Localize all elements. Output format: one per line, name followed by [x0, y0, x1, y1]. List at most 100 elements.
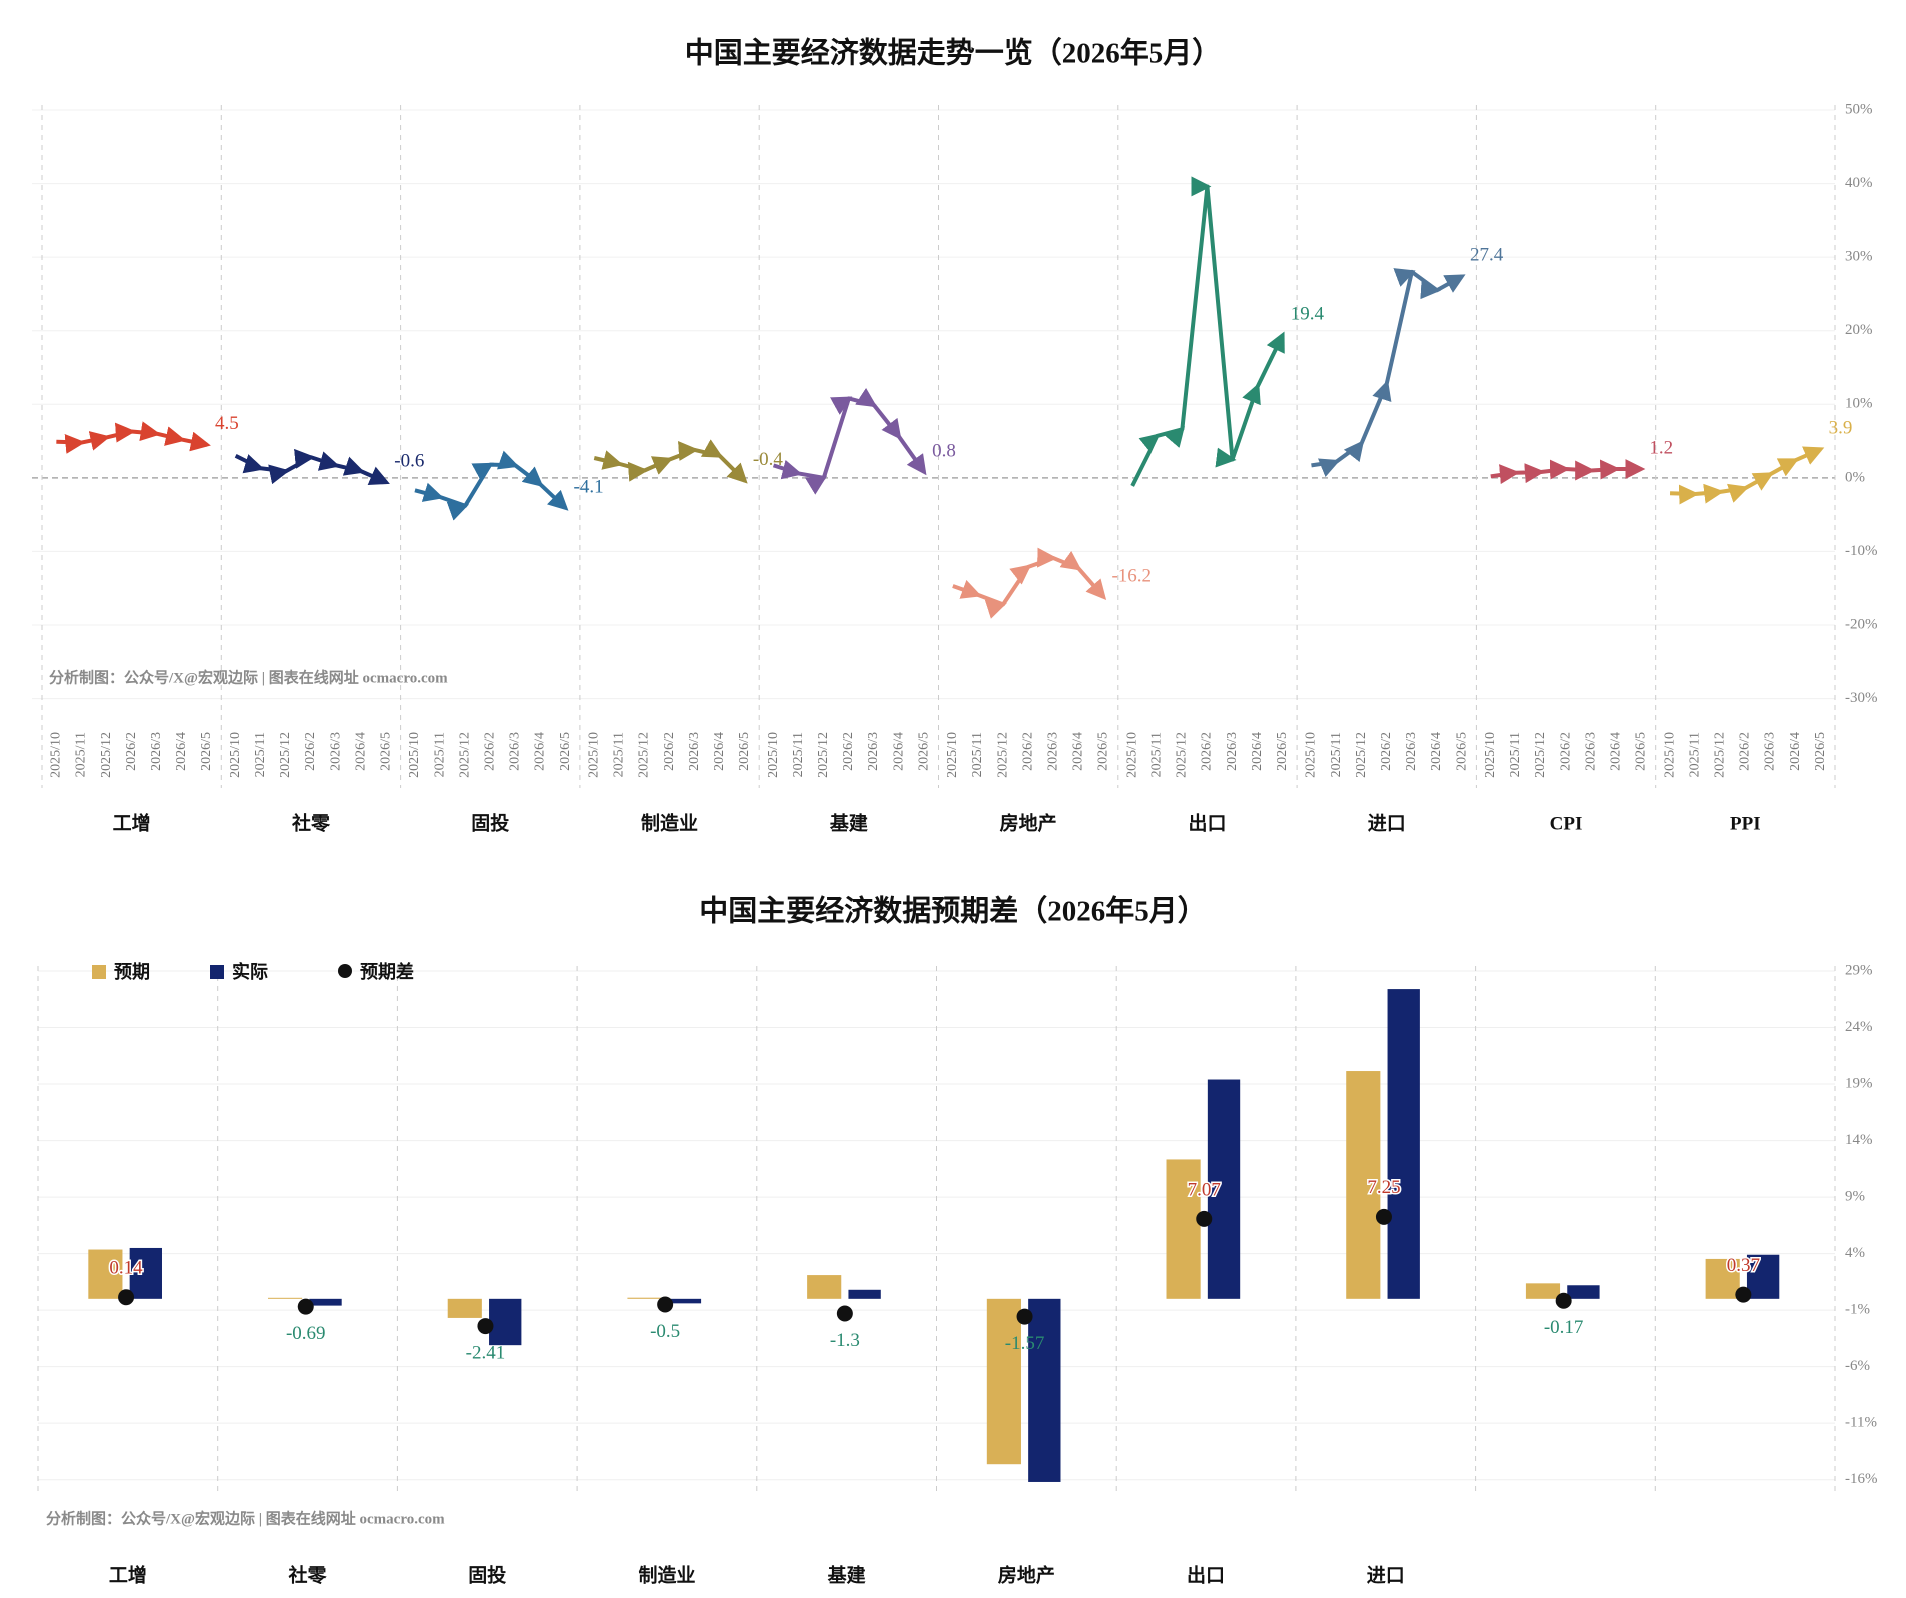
x-tick-label: 2026/2 [124, 732, 139, 771]
bar [627, 1297, 662, 1299]
panel-label: 工增 [113, 811, 151, 834]
diff-dot [477, 1318, 494, 1335]
series-line [1490, 459, 1646, 485]
series-line [593, 439, 748, 484]
x-tick-label: 2026/3 [328, 732, 343, 771]
x-tick-label: 2025/12 [1175, 732, 1190, 778]
x-tick-label: 制造业 [638, 1563, 695, 1586]
x-tick-label: 2026/2 [482, 732, 497, 771]
y-tick-label: 24% [1845, 1019, 1873, 1035]
bar [1166, 1159, 1201, 1299]
y-tick-label: 19% [1845, 1075, 1873, 1091]
bar [1387, 989, 1420, 1299]
x-tick-label: 2025/10 [586, 732, 601, 778]
x-tick-label: 2025/11 [791, 732, 806, 777]
panel-label: 出口 [1188, 811, 1226, 834]
x-tick-label: 2025/11 [1329, 732, 1344, 777]
y-tick-label: 10% [1845, 396, 1873, 412]
data-label: 0.14 [109, 1258, 143, 1279]
x-tick-label: 2025/12 [1712, 732, 1727, 778]
x-tick-label: 2025/10 [1662, 732, 1677, 778]
data-label: -0.6 [394, 451, 424, 472]
x-tick-label: 2026/4 [1071, 732, 1086, 771]
x-tick-label: 2026/5 [1096, 732, 1111, 771]
x-tick-label: 2026/4 [1788, 732, 1803, 771]
x-tick-label: 进口 [1367, 1564, 1405, 1586]
bar [1567, 1285, 1600, 1299]
x-tick-label: 2025/11 [1149, 732, 1164, 777]
series-line [234, 448, 390, 485]
y-tick-label: -6% [1845, 1358, 1870, 1374]
y-tick-label: 30% [1845, 249, 1873, 265]
bar [986, 1298, 1021, 1465]
legend-swatch [210, 965, 224, 979]
series-line [414, 450, 569, 521]
y-tick-label: 40% [1845, 175, 1873, 191]
data-label: -16.2 [1111, 565, 1151, 586]
x-tick-label: 2025/11 [253, 732, 268, 777]
series-line [1669, 446, 1825, 505]
y-tick-label: -20% [1845, 616, 1878, 632]
x-tick-label: 2026/2 [1379, 732, 1394, 771]
x-tick-label: 2026/4 [174, 732, 189, 771]
data-label: 27.4 [1470, 245, 1504, 266]
x-tick-label: 2026/3 [687, 732, 702, 771]
legend-swatch [92, 965, 106, 979]
x-tick-label: 2026/4 [1429, 732, 1444, 771]
legend-label: 预期差 [360, 961, 414, 982]
data-label: -1.57 [1005, 1333, 1045, 1354]
data-label: 1.2 [1649, 437, 1673, 458]
x-tick-label: 2025/11 [74, 732, 89, 777]
diff-dot [1375, 1208, 1392, 1225]
bar [88, 1249, 123, 1299]
bar [447, 1298, 482, 1318]
data-label: 7.07 [1188, 1179, 1221, 1200]
y-tick-label: 0% [1845, 469, 1865, 485]
x-tick-label: 2025/11 [1508, 732, 1523, 777]
bar [1028, 1298, 1061, 1482]
series-line [772, 387, 927, 495]
x-tick-label: 2026/4 [1250, 732, 1265, 771]
diff-dot [836, 1305, 853, 1322]
bar [309, 1298, 342, 1306]
x-tick-label: 2026/3 [508, 732, 523, 771]
x-tick-label: 2025/10 [766, 732, 781, 778]
panel-label: 基建 [829, 811, 868, 834]
source-note: 分析制图：公众号/X@宏观边际 | 图表在线网址 ocmacro.com [46, 1509, 445, 1527]
x-tick-label: 2026/5 [558, 732, 573, 771]
x-tick-label: 2026/5 [1454, 732, 1469, 771]
bar [1705, 1258, 1740, 1299]
data-label: -4.1 [574, 476, 604, 497]
y-tick-label: -11% [1845, 1415, 1877, 1431]
x-tick-label: 2025/12 [1533, 732, 1548, 778]
diff-dot [1196, 1210, 1213, 1227]
x-tick-label: 2026/3 [1763, 732, 1778, 771]
bar [1346, 1071, 1381, 1299]
x-tick-label: 2025/10 [945, 732, 960, 778]
legend-label: 实际 [232, 961, 268, 982]
x-tick-label: 2026/4 [891, 732, 906, 771]
data-label: 0.8 [932, 440, 956, 461]
diff-dot [657, 1296, 674, 1313]
data-label: -2.41 [466, 1342, 506, 1363]
x-tick-label: 2025/12 [1354, 732, 1369, 778]
x-tick-label: 2026/2 [662, 732, 677, 771]
panel-label: 进口 [1368, 812, 1406, 834]
x-tick-label: 2025/10 [1304, 732, 1319, 778]
x-tick-label: 2026/3 [149, 732, 164, 771]
y-tick-label: -16% [1845, 1471, 1878, 1487]
x-tick-label: 房地产 [998, 1563, 1055, 1586]
y-tick-label: 14% [1845, 1132, 1873, 1148]
source-note: 分析制图：公众号/X@宏观边际 | 图表在线网址 ocmacro.com [49, 668, 448, 686]
x-tick-label: 2026/5 [737, 732, 752, 771]
y-tick-label: 50% [1845, 101, 1873, 117]
chart-title: 中国主要经济数据走势一览（2026年5月） [685, 36, 1222, 70]
data-label: -1.3 [830, 1330, 860, 1351]
x-tick-label: 2026/2 [303, 732, 318, 771]
x-tick-label: 2026/4 [712, 732, 727, 771]
x-tick-label: 2025/11 [970, 732, 985, 777]
y-tick-label: 20% [1845, 322, 1873, 338]
x-tick-label: 2026/2 [1738, 732, 1753, 771]
x-tick-label: 2026/5 [1813, 732, 1828, 771]
series-line [952, 547, 1107, 619]
